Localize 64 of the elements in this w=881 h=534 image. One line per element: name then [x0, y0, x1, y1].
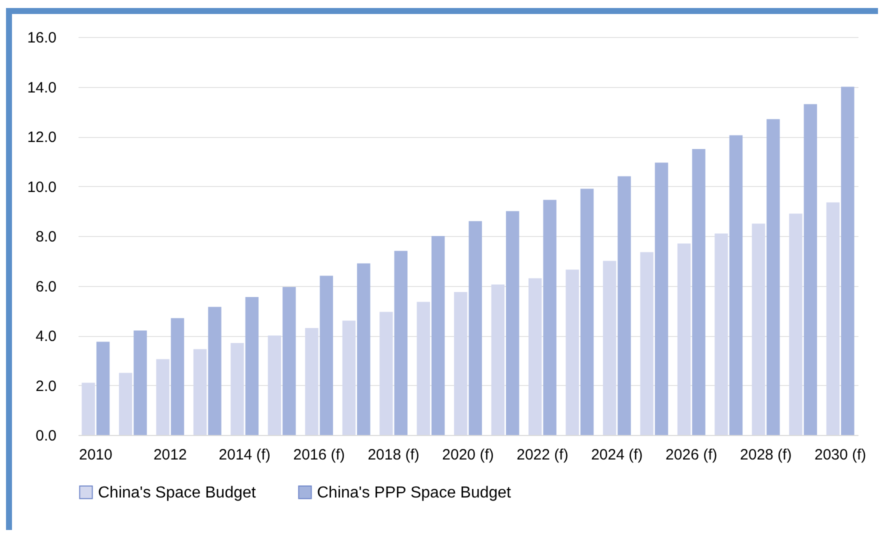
bar: [282, 286, 296, 435]
bar: [118, 372, 132, 435]
bar: [580, 188, 594, 435]
bar: [566, 270, 579, 435]
bar: [729, 135, 743, 435]
bar: [245, 296, 259, 435]
bar: [454, 292, 468, 435]
bar: [692, 148, 706, 435]
bar: [82, 382, 95, 435]
y-tick-label: 12.0: [27, 129, 56, 146]
bar: [432, 236, 445, 435]
x-tick-label: 2028 (f): [740, 446, 792, 464]
bar: [491, 284, 504, 435]
bar: [134, 330, 147, 435]
bar: [677, 243, 691, 435]
bar: [841, 86, 854, 435]
x-tick-label: 2020 (f): [442, 446, 494, 464]
bar: [506, 211, 520, 435]
y-tick-label: 4.0: [36, 328, 56, 345]
bar: [230, 342, 244, 435]
x-tick-label: 2022 (f): [516, 446, 568, 464]
x-tick-label: 2016 (f): [293, 446, 345, 464]
x-tick-label: 2018 (f): [368, 446, 420, 464]
y-tick-label: 16.0: [27, 30, 56, 46]
bar: [320, 276, 334, 435]
bar: [342, 320, 356, 435]
bar: [602, 260, 616, 435]
bar: [618, 176, 631, 435]
y-tick-label: 6.0: [36, 278, 56, 296]
legend-label: China's Space Budget: [98, 484, 256, 502]
bar: [305, 328, 318, 435]
bar: [826, 202, 840, 435]
bar: [268, 336, 282, 435]
bar: [96, 342, 110, 435]
bar: [752, 224, 766, 435]
x-tick-label: 2030 (f): [814, 446, 866, 464]
y-tick-label: 2.0: [36, 378, 56, 395]
x-tick-label: 2014 (f): [218, 446, 270, 464]
bar: [789, 214, 802, 435]
bar: [640, 252, 654, 435]
y-tick-label: 0.0: [36, 428, 56, 444]
bar: [208, 306, 222, 435]
y-tick-label: 10.0: [27, 178, 56, 196]
bar: [416, 302, 430, 435]
bar: [766, 119, 780, 435]
y-tick-label: 14.0: [27, 79, 56, 96]
bar: [528, 278, 542, 435]
x-tick-label: 2024 (f): [591, 446, 643, 464]
bar: [156, 359, 170, 435]
bar: [468, 221, 482, 435]
legend-label: China's PPP Space Budget: [317, 484, 512, 502]
bar: [357, 263, 370, 435]
bar: [804, 104, 818, 435]
x-tick-label: 2026 (f): [666, 446, 718, 464]
x-tick-label: 2010: [78, 446, 112, 464]
bar: [543, 200, 556, 435]
y-tick-label: 8.0: [36, 228, 56, 246]
bar: [170, 318, 184, 435]
bar: [714, 234, 728, 435]
bar: [193, 349, 207, 435]
bar: [654, 162, 668, 435]
bar: [394, 250, 408, 435]
x-tick-label: 2012: [153, 446, 187, 464]
bar: [380, 312, 393, 435]
